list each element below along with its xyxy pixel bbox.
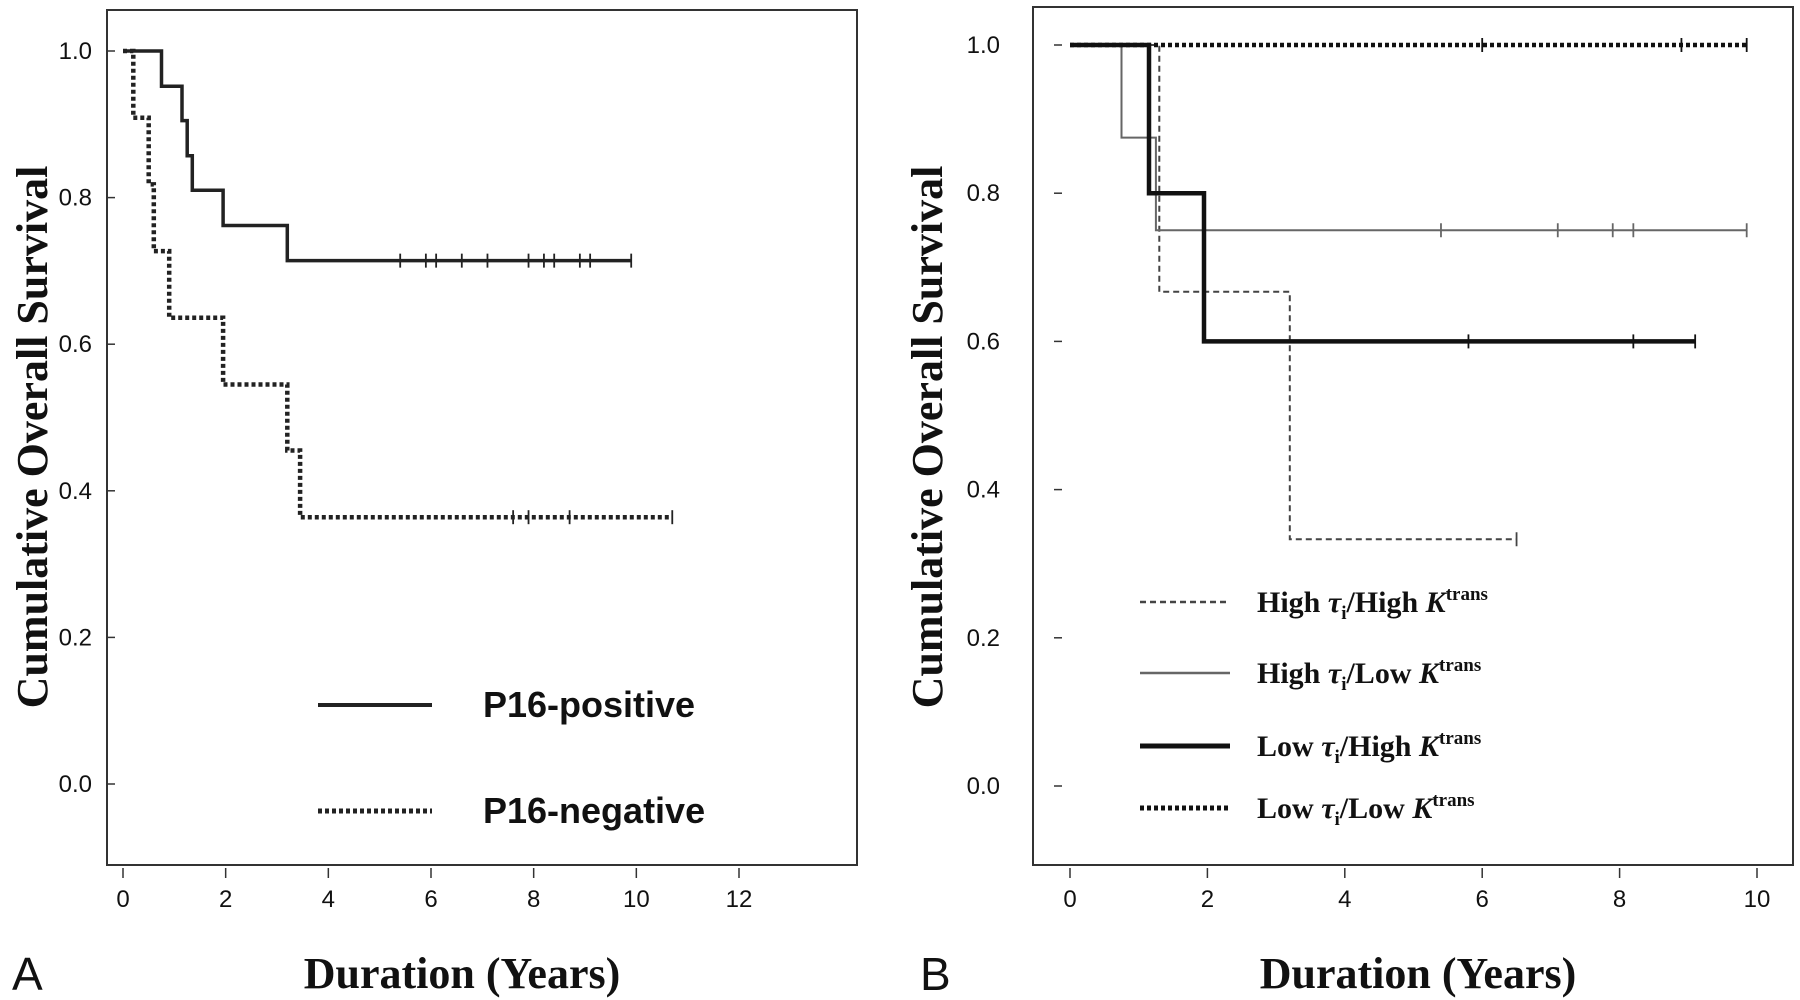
panel-a-ytick-label: 0.8	[59, 185, 92, 212]
panel-a-xtick-label: 12	[726, 886, 753, 913]
panel-b-series-0-line	[1070, 44, 1517, 541]
panel-b-legend-entry-1: High τi/Low Ktrans	[1140, 655, 1481, 695]
panel-a-xtick-label: 2	[219, 886, 232, 913]
panel-b-letter: B	[920, 948, 951, 1000]
panel-b-legend-entry-3: Low τi/Low Ktrans	[1140, 790, 1475, 830]
panel-b-series-1-line	[1070, 44, 1747, 232]
panel-b-ytick-label: 0.4	[967, 477, 1000, 504]
panel-b-ylabel: Cumulative Overall Survival	[903, 166, 952, 709]
panel-b-xtick-label: 2	[1201, 886, 1214, 913]
panel-a-xlabel: Duration (Years)	[304, 949, 621, 998]
panel-a-xtick-label: 0	[116, 886, 129, 913]
panel-b-ytick-label: 0.2	[967, 625, 1000, 652]
panel-a-legend-label-0: P16-positive	[483, 684, 695, 725]
panel-b-legend-entry-0: High τi/High Ktrans	[1140, 584, 1488, 624]
panel-b-xtick-label: 8	[1613, 886, 1626, 913]
panel-b-series-2-line	[1070, 42, 1696, 344]
panel-a: 0.0 0.2 0.4 0.6 0.8 1.0 0 2 4 6 8 10 12 P16-positive P…	[59, 38, 753, 913]
panel-b-ytick-label: 1.0	[967, 32, 1000, 59]
panel-a-xtick-label: 6	[424, 886, 437, 913]
panel-a-ytick-label: 0.4	[59, 478, 92, 505]
panel-b-legend-entry-2: Low τi/High Ktrans	[1140, 728, 1481, 768]
panel-b-legend-label-3: Low τi/Low Ktrans	[1257, 790, 1475, 830]
panel-a-xtick-label: 10	[623, 886, 650, 913]
panel-b-xlabel: Duration (Years)	[1260, 949, 1577, 998]
panel-a-legend-entry-0: P16-positive	[318, 684, 695, 725]
panel-a-letter: A	[12, 948, 43, 1000]
panel-b-legend-label-1: High τi/Low Ktrans	[1257, 655, 1481, 695]
panel-a-ytick-label: 0.0	[59, 771, 92, 798]
panel-a-series-1-line	[123, 48, 673, 520]
panel-a-xtick-label: 8	[527, 886, 540, 913]
panel-b-ytick-label: 0.8	[967, 180, 1000, 207]
panel-a-legend-entry-1: P16-negative	[318, 790, 705, 831]
panel-b-legend-label-0: High τi/High Ktrans	[1257, 584, 1488, 624]
panel-a-xtick-label: 4	[322, 886, 335, 913]
panel-b-xtick-label: 0	[1063, 886, 1076, 913]
panel-b-legend-label-2: Low τi/High Ktrans	[1257, 728, 1481, 768]
panel-b: 0.0 0.2 0.4 0.6 0.8 1.0 0 2 4 6 8 10 High τi/High Kt…	[967, 32, 1771, 913]
panel-a-ytick-label: 0.6	[59, 331, 92, 358]
panel-b-frame	[1032, 6, 1794, 866]
panel-a-legend-label-1: P16-negative	[483, 790, 705, 831]
panel-a-ylabel: Cumulative Overall Survival	[8, 166, 57, 709]
panel-a-ytick-label: 1.0	[59, 38, 92, 65]
panel-a-ytick-label: 0.2	[59, 624, 92, 651]
panel-b-ytick-label: 0.0	[967, 773, 1000, 800]
panel-b-xtick-label: 4	[1338, 886, 1351, 913]
panel-b-ytick-label: 0.6	[967, 328, 1000, 355]
panel-b-xtick-label: 6	[1476, 886, 1489, 913]
panel-a-frame	[106, 9, 858, 866]
panel-b-xtick-label: 10	[1744, 886, 1771, 913]
panel-a-series-0-line	[123, 49, 632, 263]
